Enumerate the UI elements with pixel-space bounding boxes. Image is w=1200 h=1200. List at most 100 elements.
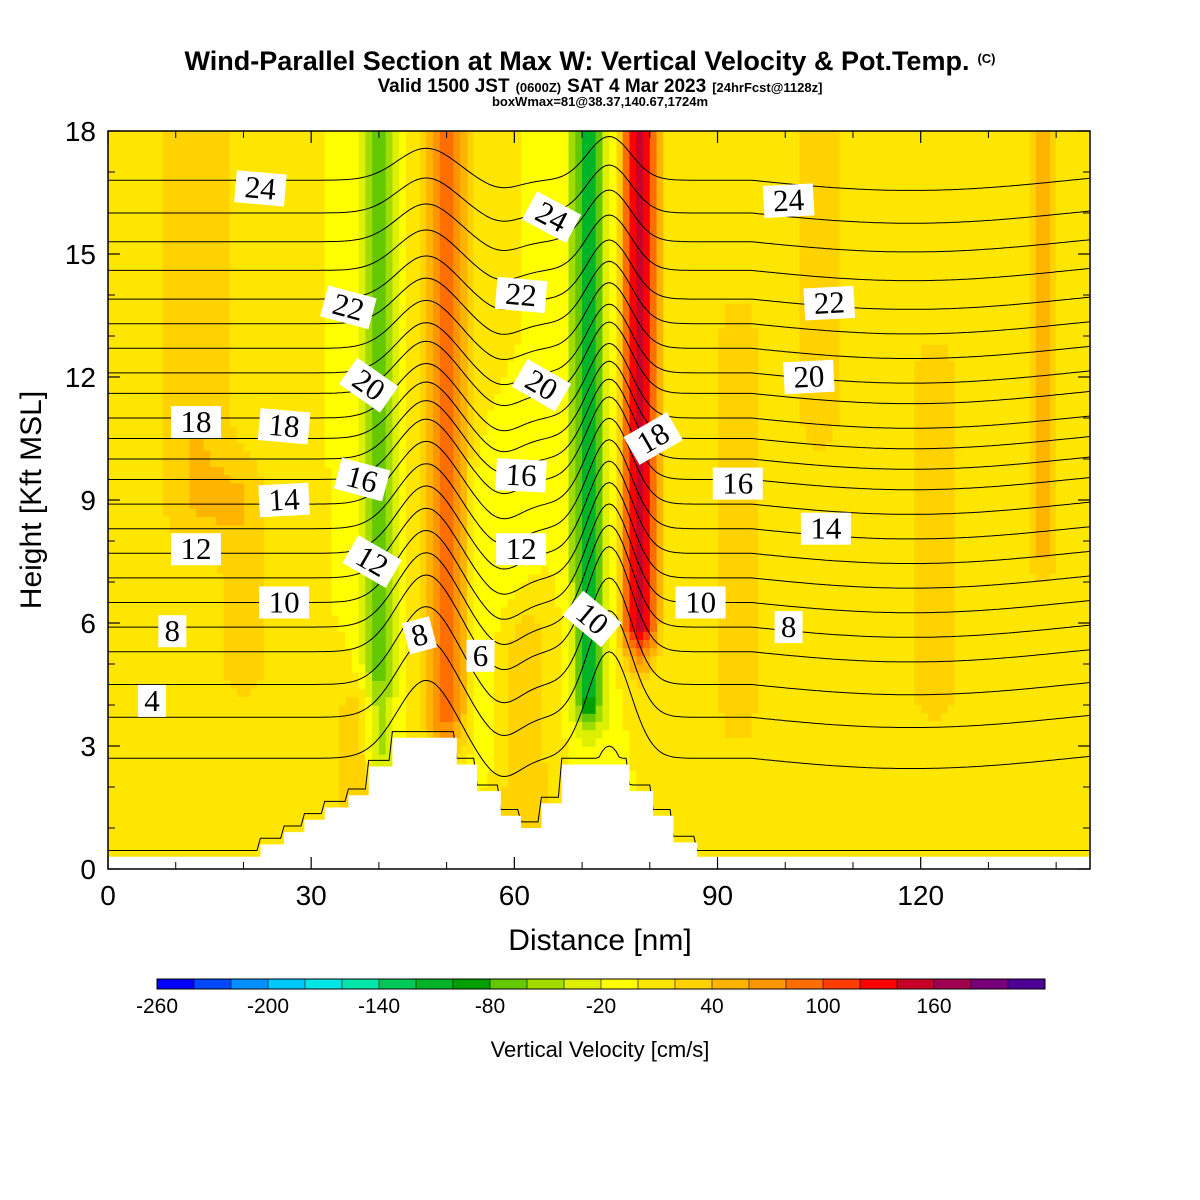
w-cell [168, 705, 177, 714]
w-cell [995, 721, 1003, 731]
w-cell [839, 614, 847, 624]
w-cell [846, 778, 854, 788]
w-cell [825, 549, 834, 558]
w-cell [832, 811, 841, 821]
w-cell [162, 721, 170, 731]
w-cell [927, 778, 935, 788]
w-cell [385, 582, 394, 591]
w-cell [663, 787, 671, 796]
w-cell [229, 795, 238, 804]
w-cell [873, 631, 881, 640]
w-cell [636, 737, 644, 747]
w-cell [839, 737, 847, 747]
w-cell [168, 770, 177, 780]
w-cell [819, 639, 827, 649]
w-cell [196, 655, 204, 665]
w-cell [453, 598, 461, 608]
w-cell [351, 647, 360, 657]
w-cell [670, 655, 678, 665]
w-cell [724, 803, 732, 813]
w-cell [609, 655, 617, 665]
w-cell [1029, 582, 1037, 591]
w-cell [866, 795, 874, 804]
w-cell [602, 549, 610, 558]
w-cell [981, 754, 990, 763]
w-cell [460, 639, 468, 649]
w-cell [893, 713, 901, 722]
w-cell [988, 623, 996, 632]
w-cell [216, 770, 224, 780]
w-cell [141, 762, 150, 772]
w-cell [954, 803, 962, 813]
w-cell [582, 672, 590, 681]
w-cell [866, 655, 874, 665]
w-cell [487, 705, 495, 714]
w-cell [527, 573, 536, 583]
w-cell [981, 696, 990, 706]
w-cell [460, 647, 468, 657]
w-cell [554, 729, 563, 739]
w-cell [988, 647, 996, 657]
w-cell [148, 664, 156, 673]
w-cell [182, 844, 190, 854]
w-cell [155, 795, 163, 804]
w-cell [819, 737, 827, 747]
w-cell [974, 598, 983, 608]
w-cell [805, 737, 813, 747]
w-cell [304, 639, 312, 649]
w-cell [182, 565, 190, 575]
w-cell [568, 573, 576, 583]
w-cell [141, 606, 150, 616]
w-cell [202, 737, 211, 747]
w-cell [907, 795, 915, 804]
w-cell [798, 787, 807, 796]
w-cell [196, 795, 204, 804]
w-cell [954, 696, 962, 706]
w-cell [812, 664, 820, 673]
w-cell [697, 770, 705, 780]
w-cell [703, 705, 712, 714]
w-cell [602, 721, 610, 731]
w-cell [480, 762, 488, 772]
w-cell [934, 762, 942, 772]
w-cell [548, 762, 556, 772]
w-cell [825, 713, 834, 722]
w-cell [1083, 664, 1090, 673]
w-cell [236, 795, 245, 804]
w-cell [487, 778, 495, 788]
w-cell [615, 713, 624, 722]
w-cell [954, 762, 962, 772]
w-cell [128, 729, 136, 739]
w-cell [703, 778, 712, 788]
w-cell [629, 647, 637, 657]
w-cell [941, 811, 949, 821]
w-cell [175, 770, 184, 780]
w-cell [1062, 828, 1071, 837]
w-cell [615, 688, 624, 698]
w-cell [494, 746, 502, 755]
w-cell [785, 778, 793, 788]
w-cell [792, 573, 800, 583]
w-cell [297, 672, 305, 681]
w-cell [162, 819, 170, 829]
w-cell [873, 828, 881, 837]
w-cell [480, 606, 488, 616]
w-cell [778, 606, 786, 616]
w-cell [703, 770, 712, 780]
w-cell [832, 614, 841, 624]
w-cell [852, 746, 861, 755]
w-cell [846, 565, 854, 575]
w-cell [311, 795, 319, 804]
w-cell [866, 746, 874, 755]
w-cell [460, 705, 468, 714]
w-cell [764, 614, 773, 624]
w-cell [1035, 655, 1044, 665]
w-cell [819, 557, 827, 567]
w-cell [527, 606, 536, 616]
w-cell [399, 729, 407, 739]
w-cell [392, 655, 400, 665]
w-cell [764, 647, 773, 657]
w-cell [223, 721, 231, 731]
w-cell [792, 803, 800, 813]
w-cell [988, 565, 996, 575]
